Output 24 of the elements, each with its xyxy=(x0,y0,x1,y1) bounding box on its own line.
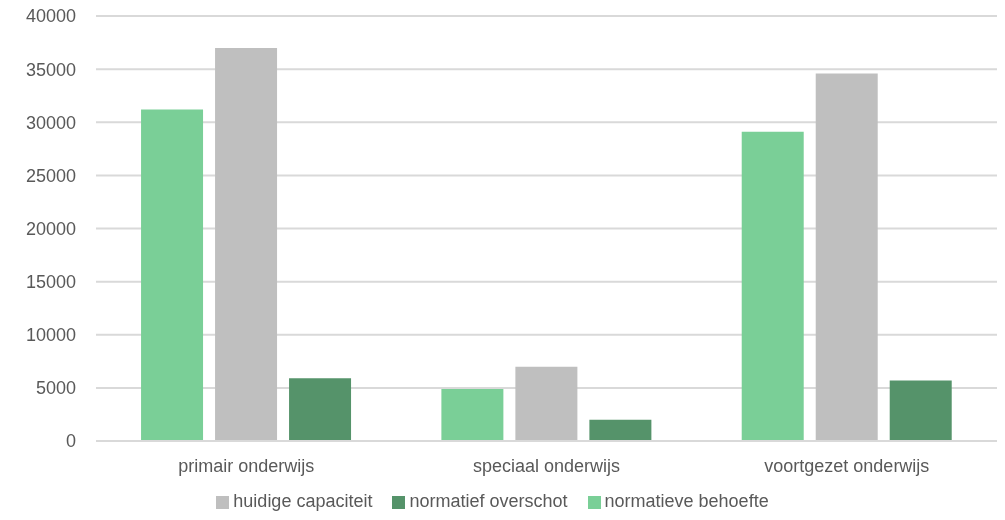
bar xyxy=(589,419,652,441)
bar xyxy=(141,109,204,441)
legend-label: huidige capaciteit xyxy=(233,491,373,511)
bar xyxy=(815,73,878,441)
y-tick-label: 40000 xyxy=(25,6,76,27)
bar xyxy=(441,388,504,441)
x-tick-label: primair onderwijs xyxy=(178,455,315,476)
y-tick-label: 10000 xyxy=(25,325,76,346)
y-tick-label: 35000 xyxy=(25,59,76,80)
x-tick-label: speciaal onderwijs xyxy=(472,455,621,476)
y-tick-label: 25000 xyxy=(25,165,76,186)
y-tick-label: 15000 xyxy=(25,272,76,293)
y-tick-label: 20000 xyxy=(25,218,76,239)
y-tick-label: 5000 xyxy=(35,378,76,399)
x-tick-label: voortgezet onderwijs xyxy=(764,455,930,476)
y-tick-label: 30000 xyxy=(25,112,76,133)
bar xyxy=(889,380,952,441)
bar xyxy=(289,378,352,441)
legend-label: normatieve behoefte xyxy=(604,491,769,511)
bar xyxy=(215,47,278,441)
legend-label: normatief overschot xyxy=(409,491,568,511)
y-tick-label: 0 xyxy=(65,431,76,452)
bar xyxy=(741,131,804,441)
bar xyxy=(515,366,578,441)
